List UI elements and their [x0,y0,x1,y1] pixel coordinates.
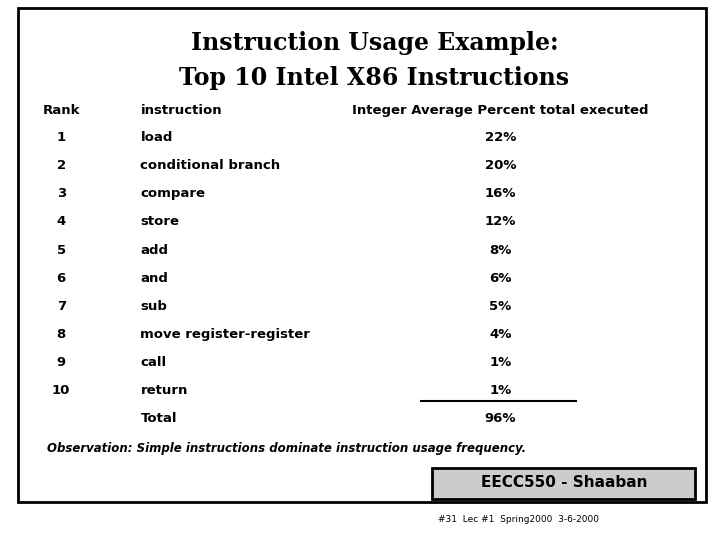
Text: 16%: 16% [485,187,516,200]
Text: Observation: Simple instructions dominate instruction usage frequency.: Observation: Simple instructions dominat… [47,442,526,455]
Text: 20%: 20% [485,159,516,172]
Text: 1: 1 [57,131,66,144]
Text: 96%: 96% [485,412,516,425]
Text: return: return [140,384,188,397]
Text: 5%: 5% [490,300,511,313]
Text: EECC550 - Shaaban: EECC550 - Shaaban [480,475,647,490]
FancyBboxPatch shape [432,468,695,499]
Text: #31  Lec #1  Spring2000  3-6-2000: #31 Lec #1 Spring2000 3-6-2000 [438,515,599,524]
Text: conditional branch: conditional branch [140,159,281,172]
Text: compare: compare [140,187,205,200]
Text: 6%: 6% [489,272,512,285]
Text: 10: 10 [52,384,71,397]
Text: 6: 6 [57,272,66,285]
Text: 12%: 12% [485,215,516,228]
Text: load: load [140,131,173,144]
FancyBboxPatch shape [18,8,706,502]
Text: 22%: 22% [485,131,516,144]
Text: call: call [140,356,166,369]
Text: instruction: instruction [140,104,222,117]
Text: 8%: 8% [489,244,512,256]
Text: add: add [140,244,168,256]
Text: 1%: 1% [490,356,511,369]
Text: 3: 3 [57,187,66,200]
Text: 4: 4 [57,215,66,228]
Text: 2: 2 [57,159,66,172]
Text: sub: sub [140,300,167,313]
Text: Instruction Usage Example:: Instruction Usage Example: [191,31,558,55]
Text: 4%: 4% [489,328,512,341]
Text: 1%: 1% [490,384,511,397]
Text: 5: 5 [57,244,66,256]
Text: Integer Average Percent total executed: Integer Average Percent total executed [352,104,649,117]
Text: 8: 8 [57,328,66,341]
Text: Rank: Rank [42,104,80,117]
Text: and: and [140,272,168,285]
Text: store: store [140,215,179,228]
Text: Top 10 Intel X86 Instructions: Top 10 Intel X86 Instructions [179,66,570,90]
Text: move register-register: move register-register [140,328,310,341]
Text: 7: 7 [57,300,66,313]
Text: Total: Total [140,412,177,425]
Text: 9: 9 [57,356,66,369]
